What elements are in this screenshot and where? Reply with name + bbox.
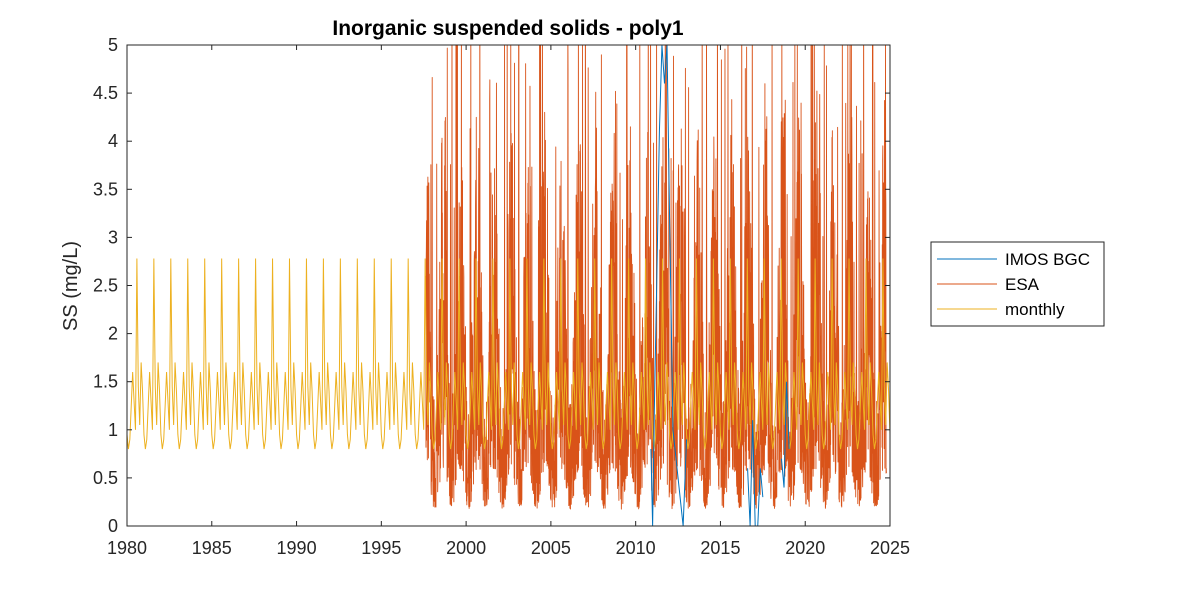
y-tick-label: 0.5 xyxy=(93,468,118,488)
x-tick-label: 2025 xyxy=(870,538,910,558)
chart-title: Inorganic suspended solids - poly1 xyxy=(332,17,684,40)
y-tick-label: 1 xyxy=(108,420,118,440)
y-tick-label: 1.5 xyxy=(93,372,118,392)
x-tick-label: 2015 xyxy=(700,538,740,558)
y-tick-label: 4.5 xyxy=(93,83,118,103)
y-tick-label: 2 xyxy=(108,324,118,344)
x-tick-label: 1990 xyxy=(277,538,317,558)
y-axis: 0 0.5 1 1.5 2 2.5 3 3.5 4 4.5 5 xyxy=(93,35,890,536)
series-layer xyxy=(127,45,890,526)
y-axis-label: SS (mg/L) xyxy=(60,241,82,331)
x-tick-label: 2000 xyxy=(446,538,486,558)
x-tick-label: 1985 xyxy=(192,538,232,558)
y-tick-label: 5 xyxy=(108,35,118,55)
x-tick-label: 1980 xyxy=(107,538,147,558)
legend-label: ESA xyxy=(1005,275,1040,294)
x-tick-label: 2020 xyxy=(785,538,825,558)
x-tick-label: 1995 xyxy=(361,538,401,558)
series-monthly-line xyxy=(127,258,890,450)
y-tick-label: 4 xyxy=(108,131,118,151)
series-imos-bgc-line xyxy=(780,381,790,488)
legend: IMOS BGC ESA monthly xyxy=(930,241,1105,327)
x-tick-label: 2010 xyxy=(616,538,656,558)
y-tick-label: 3 xyxy=(108,227,118,247)
y-tick-label: 2.5 xyxy=(93,276,118,296)
legend-label: IMOS BGC xyxy=(1005,250,1090,269)
series-imos-bgc-line xyxy=(650,45,688,526)
legend-label: monthly xyxy=(1005,300,1065,319)
x-tick-label: 2005 xyxy=(531,538,571,558)
y-tick-label: 0 xyxy=(108,516,118,536)
y-tick-label: 3.5 xyxy=(93,179,118,199)
series-imos-bgc-line xyxy=(747,420,764,526)
x-axis: 1980 1985 1990 1995 2000 2005 2010 2015 2020 2025 xyxy=(107,45,910,558)
